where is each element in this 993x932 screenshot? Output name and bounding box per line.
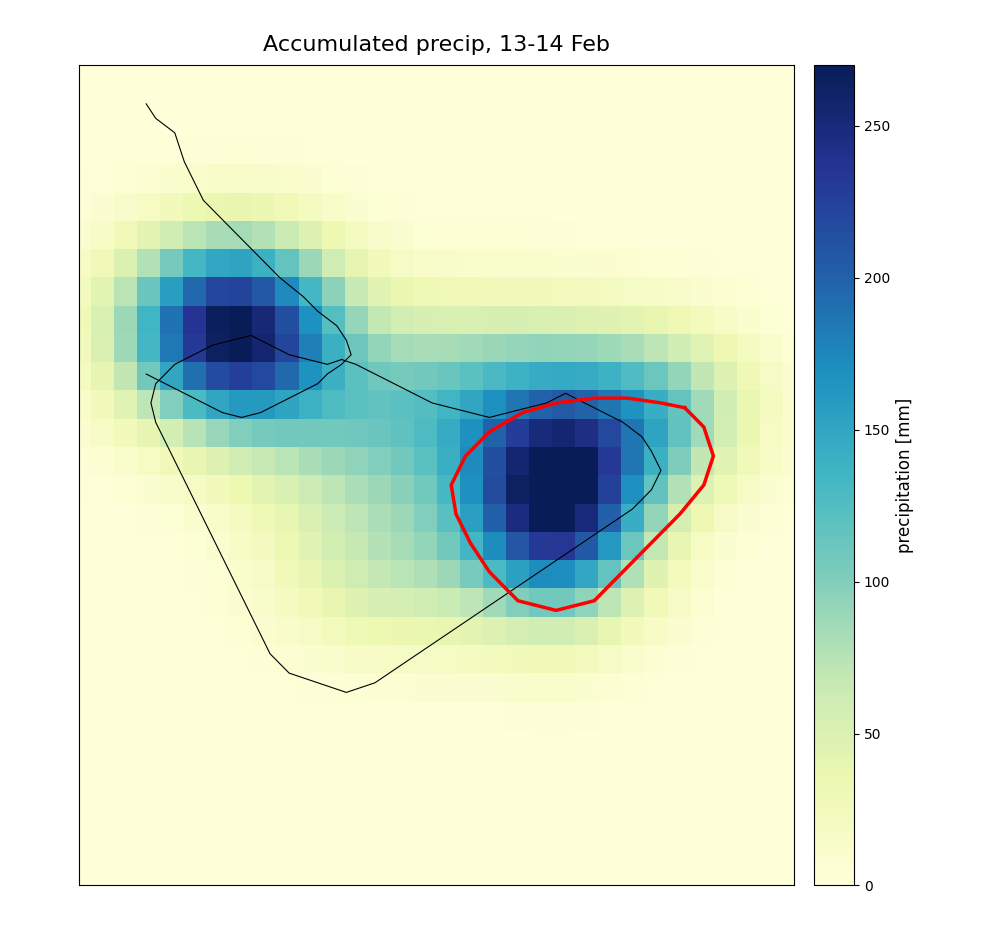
Y-axis label: precipitation [mm]: precipitation [mm] xyxy=(896,398,914,553)
Title: Accumulated precip, 13-14 Feb: Accumulated precip, 13-14 Feb xyxy=(263,35,611,55)
